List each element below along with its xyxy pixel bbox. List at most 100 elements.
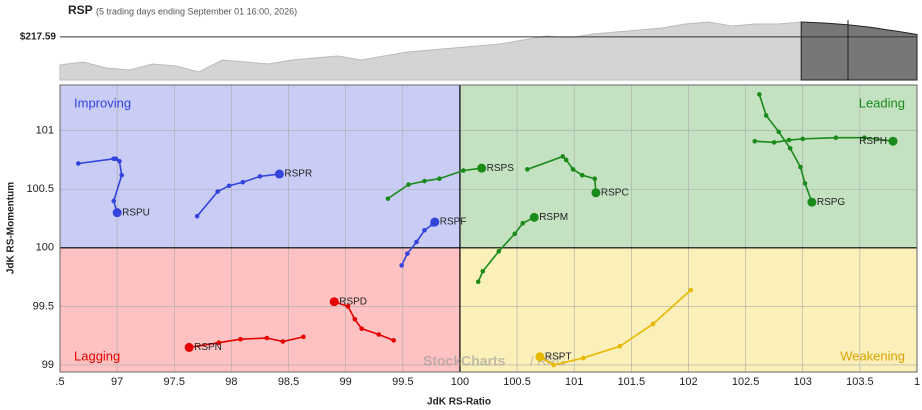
quadrant	[60, 247, 460, 372]
series-label: RSPU	[122, 207, 150, 218]
tail-point	[512, 231, 518, 237]
head-point	[274, 169, 284, 179]
tail-point	[119, 172, 125, 178]
tail-point	[385, 196, 391, 201]
tail-point	[75, 161, 81, 166]
tail-line	[539, 289, 692, 366]
tail-point	[194, 213, 200, 219]
tail-point	[579, 172, 585, 178]
tail-point	[802, 181, 808, 186]
x-tick-label: 98	[225, 376, 237, 388]
tail-point	[475, 279, 481, 285]
x-tick-label: 99	[340, 376, 352, 388]
x-tick-label: .5	[55, 376, 64, 388]
x-tick-label: 103.5	[846, 376, 874, 388]
x-tick-label: 97	[111, 376, 123, 388]
y-tick-label: 100.5	[26, 183, 54, 195]
series-label: RSPF	[440, 217, 467, 228]
quadrant	[60, 85, 460, 248]
tail-point	[560, 154, 566, 159]
head-point	[112, 208, 122, 218]
head-point	[807, 197, 817, 207]
head-point	[430, 217, 440, 227]
tail-point	[833, 135, 839, 141]
tail-point	[581, 355, 586, 361]
tail-point	[280, 339, 286, 344]
tail-point	[301, 334, 306, 340]
tail-point	[422, 178, 427, 184]
tail-line	[188, 336, 304, 349]
tail-point	[688, 287, 694, 293]
tail-point	[264, 335, 270, 341]
tail-point	[345, 304, 351, 309]
y-tick-label: 100	[36, 242, 54, 254]
tail-point	[117, 158, 122, 164]
tail-point	[226, 183, 232, 189]
tail-point	[238, 336, 243, 342]
tail-point	[763, 113, 769, 118]
head-point	[888, 136, 898, 146]
x-tick-label: 102.5	[732, 376, 760, 388]
tail-point	[422, 227, 427, 233]
tail-point	[570, 167, 576, 172]
tail-point	[787, 145, 793, 151]
tail-point	[563, 157, 569, 163]
head-point	[329, 297, 339, 307]
y-tick-label: 101	[36, 125, 54, 137]
y-tick-label: 99.5	[33, 300, 54, 312]
x-tick-label: 99.5	[392, 376, 413, 388]
quadrant-label: Improving	[74, 95, 131, 110]
tail-point	[771, 140, 777, 145]
watermark: StockCharts	[423, 353, 506, 369]
tail-point	[461, 168, 466, 173]
tail-point	[352, 316, 358, 322]
tail-point	[399, 263, 404, 268]
tail-point	[414, 239, 419, 245]
x-tick-label: 101	[565, 376, 583, 388]
y-tick-label: 99	[42, 359, 54, 371]
tail-line	[333, 300, 394, 342]
tail-point	[650, 321, 656, 327]
tail-point	[592, 176, 598, 182]
head-point	[591, 188, 601, 198]
series-label: RSPM	[539, 212, 568, 223]
tail-point	[617, 343, 623, 349]
plot-frame	[59, 84, 918, 373]
tail-point	[752, 138, 758, 144]
tail-point	[757, 92, 762, 97]
tail-point	[215, 189, 220, 194]
reference-label: $217.59	[20, 32, 57, 43]
x-tick-label: 100.5	[503, 376, 531, 388]
tail-point	[216, 340, 222, 346]
series-label: RSPT	[545, 351, 572, 362]
head-point	[477, 163, 487, 173]
x-tick-label: 1	[914, 376, 920, 388]
series-label: RSPH	[859, 136, 887, 147]
quadrant-label: Weakening	[840, 348, 905, 363]
tail-point	[496, 249, 502, 254]
tail-point	[111, 198, 117, 204]
x-axis-title: JdK RS-Ratio	[427, 397, 491, 408]
x-tick-label: 98.5	[278, 376, 299, 388]
series-label: RSPG	[817, 197, 846, 208]
series-label: RSPS	[487, 163, 515, 174]
tail-point	[376, 332, 382, 337]
tail-point	[798, 164, 803, 170]
tail-point	[480, 268, 486, 274]
x-tick-label: 101.5	[618, 376, 646, 388]
tail-point	[406, 182, 411, 187]
tail-line	[387, 167, 482, 200]
series-label: RSPR	[284, 169, 312, 180]
series-label: RSPD	[339, 296, 367, 307]
tail-point	[525, 167, 530, 172]
x-tick-label: 102	[679, 376, 697, 388]
x-tick-label: 103	[794, 376, 812, 388]
head-point	[184, 342, 194, 352]
x-tick-label: 97.5	[164, 376, 185, 388]
head-point	[529, 212, 539, 222]
tail-point	[776, 129, 782, 135]
tail-line	[196, 173, 280, 217]
head-point	[535, 352, 545, 362]
tail-point	[405, 251, 410, 256]
